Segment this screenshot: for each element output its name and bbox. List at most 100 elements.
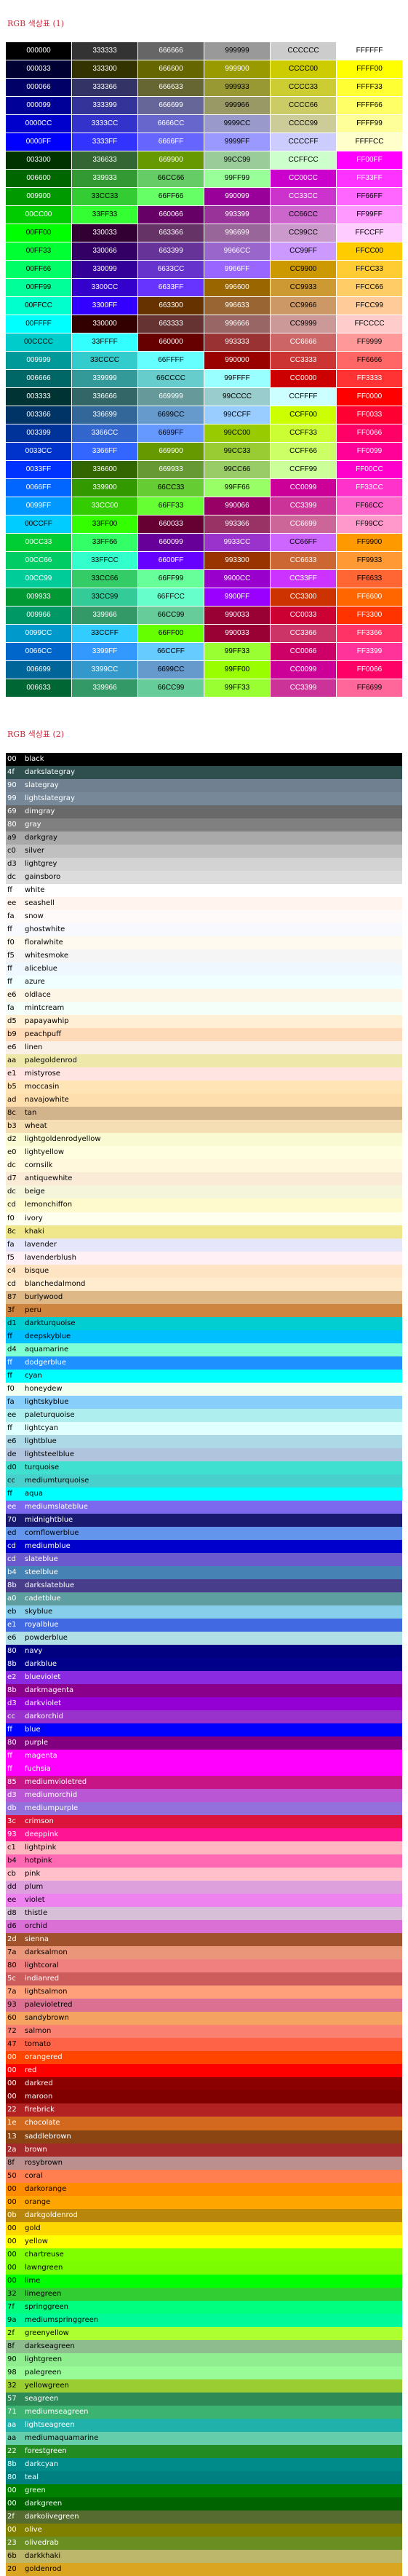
color-cell: 3366CC bbox=[72, 424, 137, 442]
color-cell: 3300CC bbox=[72, 279, 137, 296]
color-cell: 660066 bbox=[138, 206, 204, 224]
color-name: silver bbox=[25, 847, 44, 856]
color-cell: FF0000 bbox=[337, 388, 402, 406]
color-row: 00 red bbox=[6, 2064, 402, 2079]
color-cell: 99FF33 bbox=[204, 643, 270, 660]
color-cell: 0066CC bbox=[6, 643, 71, 660]
color-row: 69 dimgray bbox=[6, 805, 402, 820]
color-cell: 33FF00 bbox=[72, 515, 137, 533]
color-cell: 336699 bbox=[72, 406, 137, 424]
color-code: 32 bbox=[7, 2381, 17, 2390]
color-cell: FF9900 bbox=[337, 534, 402, 551]
color-cell: 0066FF bbox=[6, 479, 71, 497]
color-row: c0 silver bbox=[6, 845, 402, 859]
color-name: darkslategray bbox=[25, 768, 76, 776]
color-row: ff aqua bbox=[6, 1487, 402, 1501]
color-cell: FF66FF bbox=[337, 188, 402, 205]
color-name: orchid bbox=[25, 1922, 47, 1931]
color-row: ff blue bbox=[6, 1723, 402, 1738]
color-name: mediumslateblue bbox=[25, 1502, 88, 1511]
color-code: 90 bbox=[7, 781, 17, 790]
color-row: 93 palevioletred bbox=[6, 1999, 402, 2013]
color-row: 8b darkmagenta bbox=[6, 1684, 402, 1699]
color-code: 98 bbox=[7, 2368, 17, 2377]
color-row: ff lightcyan bbox=[6, 1421, 402, 1436]
color-name: darkorchid bbox=[25, 1712, 63, 1721]
color-cell: 9966CC bbox=[204, 242, 270, 260]
color-cell: 33CCCC bbox=[72, 352, 137, 369]
color-name: cornsilk bbox=[25, 1161, 53, 1170]
color-cell: 660099 bbox=[138, 534, 204, 551]
color-cell: 00FF66 bbox=[6, 261, 71, 278]
color-code: d0 bbox=[7, 1463, 17, 1471]
color-row: ff aliceblue bbox=[6, 963, 402, 977]
color-code: 7f bbox=[7, 2302, 15, 2311]
color-cell: FFFF00 bbox=[337, 60, 402, 78]
color-cell: CC6699 bbox=[271, 515, 336, 533]
color-row: 80 navy bbox=[6, 1644, 402, 1659]
color-cell: 009933 bbox=[6, 588, 71, 606]
color-cell: CCCCFF bbox=[271, 133, 336, 151]
color-row: 8f rosybrown bbox=[6, 2156, 402, 2170]
color-code: 00 bbox=[7, 2525, 17, 2534]
color-cell: 669900 bbox=[138, 443, 204, 460]
color-name: lightgrey bbox=[25, 860, 57, 869]
color-cell: 6633FF bbox=[138, 279, 204, 296]
color-cell: 99CC33 bbox=[204, 443, 270, 460]
color-name: beige bbox=[25, 1188, 45, 1196]
color-cell: CC9999 bbox=[271, 315, 336, 333]
color-cell: 003300 bbox=[6, 151, 71, 169]
color-code: 80 bbox=[7, 1961, 17, 1970]
color-row: 8c tan bbox=[6, 1107, 402, 1121]
color-code: 00 bbox=[7, 755, 17, 763]
color-cell: 330000 bbox=[72, 315, 137, 333]
color-row: c1 lightpink bbox=[6, 1841, 402, 1856]
color-row: 87 burlywood bbox=[6, 1290, 402, 1305]
color-row: aa palegoldenrod bbox=[6, 1054, 402, 1069]
color-cell: 99CCCC bbox=[204, 388, 270, 406]
color-cell: 99FFFF bbox=[204, 370, 270, 387]
color-row: f0 floralwhite bbox=[6, 936, 402, 951]
color-cell: 66CC99 bbox=[138, 607, 204, 624]
color-name: burlywood bbox=[25, 1292, 63, 1301]
color-cell: FF0066 bbox=[337, 661, 402, 679]
color-row: 7a lightsalmon bbox=[6, 1986, 402, 2000]
color-row: 20 goldenrod bbox=[6, 2562, 402, 2576]
color-name: navajowhite bbox=[25, 1096, 69, 1105]
color-code: 22 bbox=[7, 2446, 17, 2455]
color-name: cornflowerblue bbox=[25, 1528, 79, 1537]
color-cell: 33CC33 bbox=[72, 188, 137, 205]
color-row: 3f peru bbox=[6, 1303, 402, 1318]
color-name: mediumpurple bbox=[25, 1804, 79, 1813]
color-row: d3 mediumorchid bbox=[6, 1789, 402, 1803]
color-code: e6 bbox=[7, 1633, 17, 1642]
color-code: 90 bbox=[7, 2355, 17, 2363]
color-cell: CC6666 bbox=[271, 333, 336, 351]
color-code: ff bbox=[7, 886, 12, 895]
color-row: cd blanchedalmond bbox=[6, 1277, 402, 1292]
color-code: ff bbox=[7, 1371, 12, 1380]
color-cell: 6666CC bbox=[138, 115, 204, 133]
color-name: sienna bbox=[25, 1935, 49, 1944]
color-code: ff bbox=[7, 1423, 12, 1432]
color-name: purple bbox=[25, 1739, 49, 1747]
color-row: 8f darkseagreen bbox=[6, 2339, 402, 2354]
color-cell: 6666FF bbox=[138, 133, 204, 151]
color-row: 80 lightcoral bbox=[6, 1959, 402, 1974]
color-row: 00 black bbox=[6, 753, 402, 767]
color-cell: 6633CC bbox=[138, 261, 204, 278]
color-cell: CC0033 bbox=[271, 607, 336, 624]
color-code: eb bbox=[7, 1607, 17, 1616]
color-cell: 00FF99 bbox=[6, 279, 71, 296]
color-code: ed bbox=[7, 1528, 17, 1537]
color-name: floralwhite bbox=[25, 939, 63, 947]
color-row: 13 saddlebrown bbox=[6, 2130, 402, 2144]
color-code: 70 bbox=[7, 1515, 17, 1524]
color-code: 93 bbox=[7, 1830, 17, 1839]
color-cell: 333300 bbox=[72, 60, 137, 78]
color-name: lightcoral bbox=[25, 1961, 59, 1970]
color-cell: 330099 bbox=[72, 261, 137, 278]
color-row: dd plum bbox=[6, 1881, 402, 1895]
color-code: aa bbox=[7, 2433, 17, 2442]
color-name: saddlebrown bbox=[25, 2132, 71, 2141]
